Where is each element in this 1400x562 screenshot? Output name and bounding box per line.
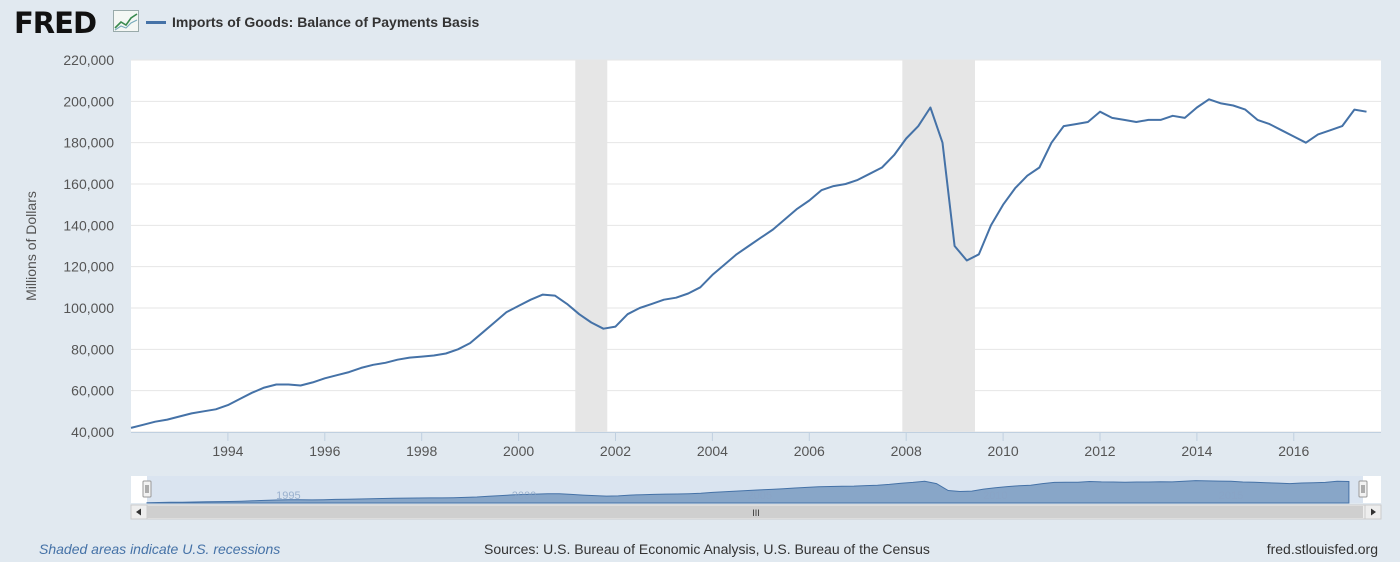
x-tick-label: 2016 xyxy=(1278,443,1309,459)
site-link[interactable]: fred.stlouisfed.org xyxy=(1266,541,1378,557)
x-tick-label: 1994 xyxy=(212,443,243,459)
scrollbar-grip: III xyxy=(752,508,760,518)
handle-box[interactable] xyxy=(142,480,152,498)
navigator-year-label: 1995 xyxy=(276,490,300,502)
navigator-right-handle[interactable] xyxy=(1358,480,1368,498)
x-tick-label: 1996 xyxy=(309,443,340,459)
recession-note: Shaded areas indicate U.S. recessions xyxy=(39,541,281,557)
y-tick-label: 40,000 xyxy=(71,424,114,440)
y-tick-label: 80,000 xyxy=(71,341,114,357)
y-tick-label: 200,000 xyxy=(63,93,114,109)
y-axis-label: Millions of Dollars xyxy=(23,191,39,301)
x-tick-label: 2000 xyxy=(503,443,534,459)
y-tick-label: 140,000 xyxy=(63,217,114,233)
y-tick-label: 60,000 xyxy=(71,383,114,399)
series-line xyxy=(130,98,1367,429)
y-tick-label: 100,000 xyxy=(63,300,114,316)
legend-series-label: Imports of Goods: Balance of Payments Ba… xyxy=(172,14,480,30)
scroll-right-arrow-icon xyxy=(1371,508,1376,516)
plot-area xyxy=(131,60,1381,432)
scroll-left-arrow-icon xyxy=(136,508,141,516)
sources-note: Sources: U.S. Bureau of Economic Analysi… xyxy=(484,541,930,557)
x-tick-label: 2012 xyxy=(1084,443,1115,459)
chart-legend: Imports of Goods: Balance of Payments Ba… xyxy=(146,14,479,30)
y-tick-label: 120,000 xyxy=(63,259,114,275)
x-tick-label: 2006 xyxy=(794,443,825,459)
legend-swatch xyxy=(146,20,166,24)
navigator-year-label: 2015 xyxy=(1219,490,1243,502)
navigator-series-area xyxy=(146,480,1350,504)
navigator-year-label: 2000 xyxy=(512,490,536,502)
x-tick-label: 2008 xyxy=(891,443,922,459)
y-tick-label: 160,000 xyxy=(63,176,114,192)
x-tick-label: 2010 xyxy=(988,443,1019,459)
x-tick-label: 2004 xyxy=(697,443,728,459)
y-tick-label: 180,000 xyxy=(63,135,114,151)
recession-band-2 xyxy=(902,60,975,432)
recession-band-1 xyxy=(575,60,608,432)
handle-box[interactable] xyxy=(1358,480,1368,498)
chart-svg: 40,000 60,000 80,000 100,000 120,000 140,000 1… xyxy=(23,52,1382,520)
navigator-year-label: 2010 xyxy=(983,490,1007,502)
x-tick-label: 2002 xyxy=(600,443,631,459)
navigator-left-handle[interactable] xyxy=(142,480,152,498)
scrollbar-thumb[interactable] xyxy=(147,506,1363,518)
y-tick-label: 220,000 xyxy=(63,52,114,68)
navigator-year-label: 2005 xyxy=(747,490,771,502)
x-tick-label: 1998 xyxy=(406,443,437,459)
chart-header: FRED Imports of Goods: Balance of Paymen… xyxy=(0,0,1400,48)
fred-logo[interactable]: FRED xyxy=(14,6,97,40)
logo-graph-icon xyxy=(113,10,139,32)
x-tick-label: 2014 xyxy=(1181,443,1212,459)
